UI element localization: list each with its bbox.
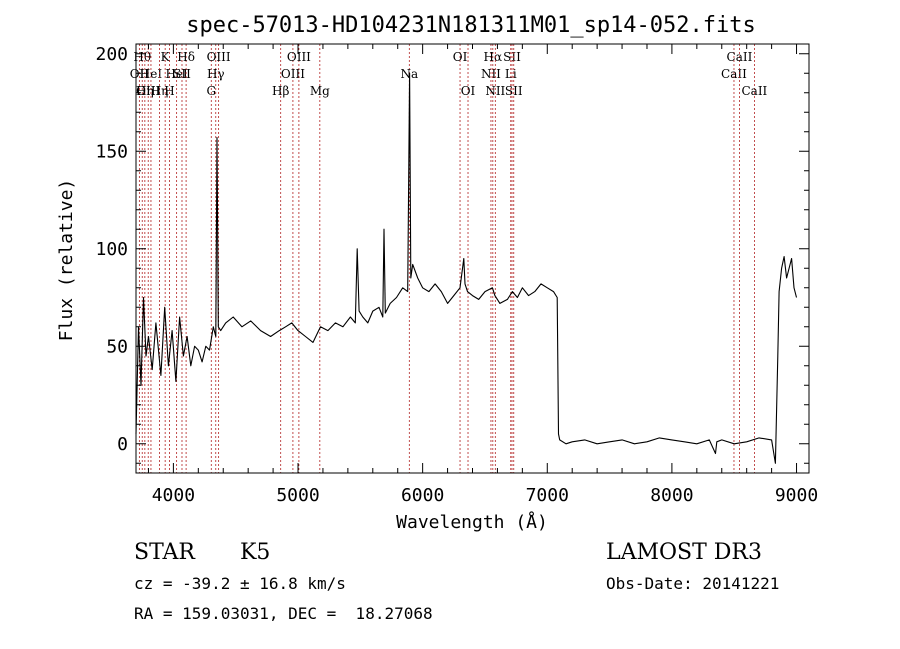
x-tick-label: 9000	[775, 485, 818, 506]
spectral-line-label: H	[164, 84, 174, 98]
x-tick-label: 8000	[650, 485, 693, 506]
spectral-line-label: NII	[481, 67, 501, 81]
y-tick-label: 100	[95, 239, 128, 260]
spectral-line-label: OIII	[287, 50, 311, 64]
spectral-line-label: OIII	[136, 84, 160, 98]
plot-area	[135, 72, 798, 464]
spectral-line-label: Hα	[484, 50, 503, 64]
x-tick-label: 7000	[526, 485, 569, 506]
spectral-line-label: CaII	[721, 67, 747, 81]
spectral-line-label: OIII	[281, 67, 305, 81]
y-axis-label: Flux (relative)	[56, 179, 77, 342]
spectral-line-label: SII	[503, 50, 521, 64]
spectral-line-label: OI	[461, 84, 476, 98]
coordinates-readout: RA = 159.03031, DEC = 18.27068	[134, 604, 433, 623]
spectral-line-markers: OIIHθHηOIIIHeIHηKHHeISIIHδGHγOIIIHβOIIIO…	[130, 44, 768, 473]
spectral-line-label: K	[161, 50, 171, 64]
object-class: STAR	[134, 540, 195, 565]
spectral-line-label: OII	[130, 67, 150, 81]
spectral-line-label: Mg	[310, 84, 330, 98]
spectral-line-label: Hβ	[272, 84, 289, 98]
spectral-line-label: SII	[505, 84, 523, 98]
observation-date: Obs-Date: 20141221	[606, 574, 780, 593]
y-tick-label: 0	[117, 434, 128, 455]
spectral-line-label: Hδ	[177, 50, 195, 64]
spectral-line-label: CaII	[727, 50, 753, 64]
x-tick-label: 6000	[401, 485, 444, 506]
spectral-line-label: NII	[485, 84, 505, 98]
object-subclass: K5	[240, 540, 271, 565]
spectrum-series-line	[135, 72, 798, 464]
x-tick-label: 5000	[276, 485, 319, 506]
y-tick-label: 50	[106, 336, 128, 357]
spectral-line-label: Hγ	[207, 67, 225, 81]
spectral-line-label: HeI	[140, 67, 163, 81]
y-tick-label: 150	[95, 141, 128, 162]
chart-title: spec-57013-HD104231N181311M01_sp14-052.f…	[186, 13, 756, 38]
spectral-line-label: OI	[453, 50, 468, 64]
spectral-line-label: SII	[173, 67, 191, 81]
x-tick-label: 4000	[152, 485, 195, 506]
survey-name: LAMOST DR3	[606, 540, 762, 565]
spectral-line-label: Hη	[151, 84, 169, 98]
spectral-line-label: OIII	[207, 50, 231, 64]
spectral-line-label: G	[206, 84, 216, 98]
spectral-line-label: Li	[505, 67, 517, 81]
spectral-line-label: HeI	[165, 67, 188, 81]
axes: 4000 5000 6000 7000 8000 9000 0 50 100 150 200	[95, 44, 818, 506]
y-tick-label: 200	[95, 44, 128, 65]
redshift-readout: cz = -39.2 ± 16.8 km/s	[134, 574, 346, 593]
spectral-line-label: Hη	[136, 84, 154, 98]
x-axis-label: Wavelength (Å)	[396, 511, 548, 533]
spectral-line-label: CaII	[741, 84, 767, 98]
plot-frame	[135, 43, 810, 474]
